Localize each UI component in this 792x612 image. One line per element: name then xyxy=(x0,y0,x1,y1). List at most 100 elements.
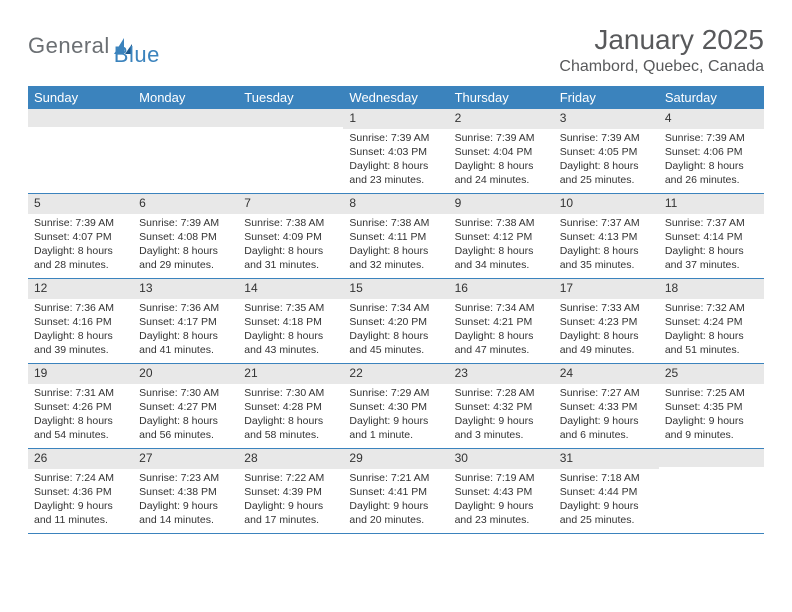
sunrise-text: Sunrise: 7:23 AM xyxy=(139,471,232,485)
daylight-text-2: and 49 minutes. xyxy=(560,343,653,357)
day-cell: 19Sunrise: 7:31 AMSunset: 4:26 PMDayligh… xyxy=(28,364,133,448)
day-info: Sunrise: 7:39 AMSunset: 4:07 PMDaylight:… xyxy=(28,214,133,277)
day-header-cell: Tuesday xyxy=(238,86,343,109)
day-header-cell: Saturday xyxy=(659,86,764,109)
sunrise-text: Sunrise: 7:31 AM xyxy=(34,386,127,400)
daylight-text-1: Daylight: 8 hours xyxy=(244,414,337,428)
sunrise-text: Sunrise: 7:27 AM xyxy=(560,386,653,400)
sunset-text: Sunset: 4:03 PM xyxy=(349,145,442,159)
daylight-text-2: and 51 minutes. xyxy=(665,343,758,357)
day-number: 7 xyxy=(238,194,343,214)
daylight-text-2: and 17 minutes. xyxy=(244,513,337,527)
daylight-text-1: Daylight: 9 hours xyxy=(455,499,548,513)
day-cell: 23Sunrise: 7:28 AMSunset: 4:32 PMDayligh… xyxy=(449,364,554,448)
sunrise-text: Sunrise: 7:38 AM xyxy=(455,216,548,230)
day-number: 4 xyxy=(659,109,764,129)
day-cell: 13Sunrise: 7:36 AMSunset: 4:17 PMDayligh… xyxy=(133,279,238,363)
sunset-text: Sunset: 4:08 PM xyxy=(139,230,232,244)
day-cell: 1Sunrise: 7:39 AMSunset: 4:03 PMDaylight… xyxy=(343,109,448,193)
sunset-text: Sunset: 4:13 PM xyxy=(560,230,653,244)
sunrise-text: Sunrise: 7:19 AM xyxy=(455,471,548,485)
daylight-text-2: and 14 minutes. xyxy=(139,513,232,527)
day-number: 8 xyxy=(343,194,448,214)
daylight-text-1: Daylight: 8 hours xyxy=(244,329,337,343)
daylight-text-1: Daylight: 9 hours xyxy=(560,414,653,428)
daylight-text-2: and 37 minutes. xyxy=(665,258,758,272)
day-number: 30 xyxy=(449,449,554,469)
daylight-text-2: and 23 minutes. xyxy=(349,173,442,187)
title-block: January 2025 Chambord, Quebec, Canada xyxy=(559,24,764,76)
week-row: 1Sunrise: 7:39 AMSunset: 4:03 PMDaylight… xyxy=(28,109,764,194)
logo-text-1: General xyxy=(28,33,110,59)
sunrise-text: Sunrise: 7:37 AM xyxy=(560,216,653,230)
sunset-text: Sunset: 4:11 PM xyxy=(349,230,442,244)
daylight-text-1: Daylight: 9 hours xyxy=(455,414,548,428)
sunrise-text: Sunrise: 7:18 AM xyxy=(560,471,653,485)
day-info: Sunrise: 7:23 AMSunset: 4:38 PMDaylight:… xyxy=(133,469,238,532)
day-number: 26 xyxy=(28,449,133,469)
day-header-row: SundayMondayTuesdayWednesdayThursdayFrid… xyxy=(28,86,764,109)
sunrise-text: Sunrise: 7:30 AM xyxy=(244,386,337,400)
day-header-cell: Thursday xyxy=(449,86,554,109)
sunset-text: Sunset: 4:12 PM xyxy=(455,230,548,244)
day-number: 1 xyxy=(343,109,448,129)
day-info: Sunrise: 7:39 AMSunset: 4:08 PMDaylight:… xyxy=(133,214,238,277)
daylight-text-1: Daylight: 8 hours xyxy=(455,244,548,258)
calendar: SundayMondayTuesdayWednesdayThursdayFrid… xyxy=(28,86,764,534)
month-title: January 2025 xyxy=(559,24,764,56)
day-number: 3 xyxy=(554,109,659,129)
daylight-text-1: Daylight: 9 hours xyxy=(34,499,127,513)
day-header-cell: Wednesday xyxy=(343,86,448,109)
day-number: 12 xyxy=(28,279,133,299)
daylight-text-2: and 34 minutes. xyxy=(455,258,548,272)
day-cell: 4Sunrise: 7:39 AMSunset: 4:06 PMDaylight… xyxy=(659,109,764,193)
day-info: Sunrise: 7:36 AMSunset: 4:17 PMDaylight:… xyxy=(133,299,238,362)
sunset-text: Sunset: 4:05 PM xyxy=(560,145,653,159)
week-row: 19Sunrise: 7:31 AMSunset: 4:26 PMDayligh… xyxy=(28,364,764,449)
day-header-cell: Friday xyxy=(554,86,659,109)
daylight-text-1: Daylight: 8 hours xyxy=(560,329,653,343)
day-cell: 8Sunrise: 7:38 AMSunset: 4:11 PMDaylight… xyxy=(343,194,448,278)
day-header-cell: Monday xyxy=(133,86,238,109)
day-info: Sunrise: 7:31 AMSunset: 4:26 PMDaylight:… xyxy=(28,384,133,447)
day-cell: 15Sunrise: 7:34 AMSunset: 4:20 PMDayligh… xyxy=(343,279,448,363)
day-info: Sunrise: 7:30 AMSunset: 4:28 PMDaylight:… xyxy=(238,384,343,447)
day-number: 13 xyxy=(133,279,238,299)
sunset-text: Sunset: 4:38 PM xyxy=(139,485,232,499)
sunrise-text: Sunrise: 7:29 AM xyxy=(349,386,442,400)
day-cell: 9Sunrise: 7:38 AMSunset: 4:12 PMDaylight… xyxy=(449,194,554,278)
sunrise-text: Sunrise: 7:32 AM xyxy=(665,301,758,315)
day-cell xyxy=(28,109,133,193)
daylight-text-2: and 29 minutes. xyxy=(139,258,232,272)
day-cell: 14Sunrise: 7:35 AMSunset: 4:18 PMDayligh… xyxy=(238,279,343,363)
daylight-text-1: Daylight: 8 hours xyxy=(560,244,653,258)
day-info: Sunrise: 7:39 AMSunset: 4:03 PMDaylight:… xyxy=(343,129,448,192)
daylight-text-1: Daylight: 9 hours xyxy=(244,499,337,513)
daylight-text-2: and 41 minutes. xyxy=(139,343,232,357)
day-cell: 17Sunrise: 7:33 AMSunset: 4:23 PMDayligh… xyxy=(554,279,659,363)
day-number: 31 xyxy=(554,449,659,469)
daylight-text-1: Daylight: 8 hours xyxy=(244,244,337,258)
sunset-text: Sunset: 4:24 PM xyxy=(665,315,758,329)
sunrise-text: Sunrise: 7:36 AM xyxy=(139,301,232,315)
sunrise-text: Sunrise: 7:38 AM xyxy=(349,216,442,230)
day-header-cell: Sunday xyxy=(28,86,133,109)
day-number: 17 xyxy=(554,279,659,299)
header: General Blue January 2025 Chambord, Queb… xyxy=(28,24,764,76)
day-cell xyxy=(238,109,343,193)
sunrise-text: Sunrise: 7:35 AM xyxy=(244,301,337,315)
day-info: Sunrise: 7:28 AMSunset: 4:32 PMDaylight:… xyxy=(449,384,554,447)
daylight-text-1: Daylight: 9 hours xyxy=(349,414,442,428)
daylight-text-2: and 11 minutes. xyxy=(34,513,127,527)
day-number: 2 xyxy=(449,109,554,129)
sunrise-text: Sunrise: 7:36 AM xyxy=(34,301,127,315)
daylight-text-1: Daylight: 9 hours xyxy=(560,499,653,513)
sunrise-text: Sunrise: 7:34 AM xyxy=(349,301,442,315)
sunset-text: Sunset: 4:23 PM xyxy=(560,315,653,329)
day-number: 14 xyxy=(238,279,343,299)
daylight-text-2: and 3 minutes. xyxy=(455,428,548,442)
day-info: Sunrise: 7:37 AMSunset: 4:14 PMDaylight:… xyxy=(659,214,764,277)
sunrise-text: Sunrise: 7:30 AM xyxy=(139,386,232,400)
day-info: Sunrise: 7:24 AMSunset: 4:36 PMDaylight:… xyxy=(28,469,133,532)
daylight-text-1: Daylight: 8 hours xyxy=(560,159,653,173)
